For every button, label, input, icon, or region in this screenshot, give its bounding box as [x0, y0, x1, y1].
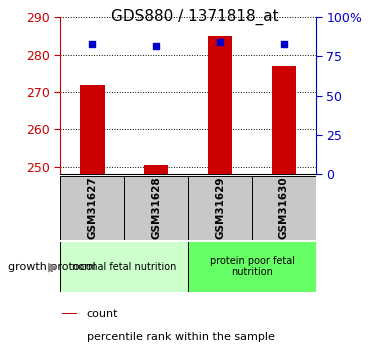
- Text: normal fetal nutrition: normal fetal nutrition: [72, 262, 177, 272]
- Point: [89, 41, 96, 47]
- Bar: [144, 165, 168, 174]
- Text: ▶: ▶: [48, 260, 57, 273]
- Text: count: count: [87, 308, 118, 318]
- Bar: [80, 85, 105, 174]
- Bar: [188, 176, 252, 240]
- Bar: [208, 36, 232, 174]
- Point: [281, 41, 287, 47]
- Bar: [188, 241, 316, 292]
- Bar: [252, 176, 316, 240]
- Text: growth protocol: growth protocol: [8, 262, 96, 272]
- Text: GSM31627: GSM31627: [87, 177, 98, 239]
- Point: [217, 40, 223, 45]
- Bar: [62, 313, 77, 314]
- Bar: [62, 336, 77, 337]
- Text: percentile rank within the sample: percentile rank within the sample: [87, 332, 275, 342]
- Bar: [60, 241, 188, 292]
- Text: GSM31628: GSM31628: [151, 177, 161, 239]
- Text: GSM31630: GSM31630: [279, 177, 289, 239]
- Text: GDS880 / 1371818_at: GDS880 / 1371818_at: [111, 9, 279, 25]
- Text: protein poor fetal
nutrition: protein poor fetal nutrition: [209, 256, 294, 277]
- Text: GSM31629: GSM31629: [215, 177, 225, 239]
- Point: [153, 43, 160, 48]
- Bar: [124, 176, 188, 240]
- Bar: [60, 176, 124, 240]
- Bar: [272, 66, 296, 174]
